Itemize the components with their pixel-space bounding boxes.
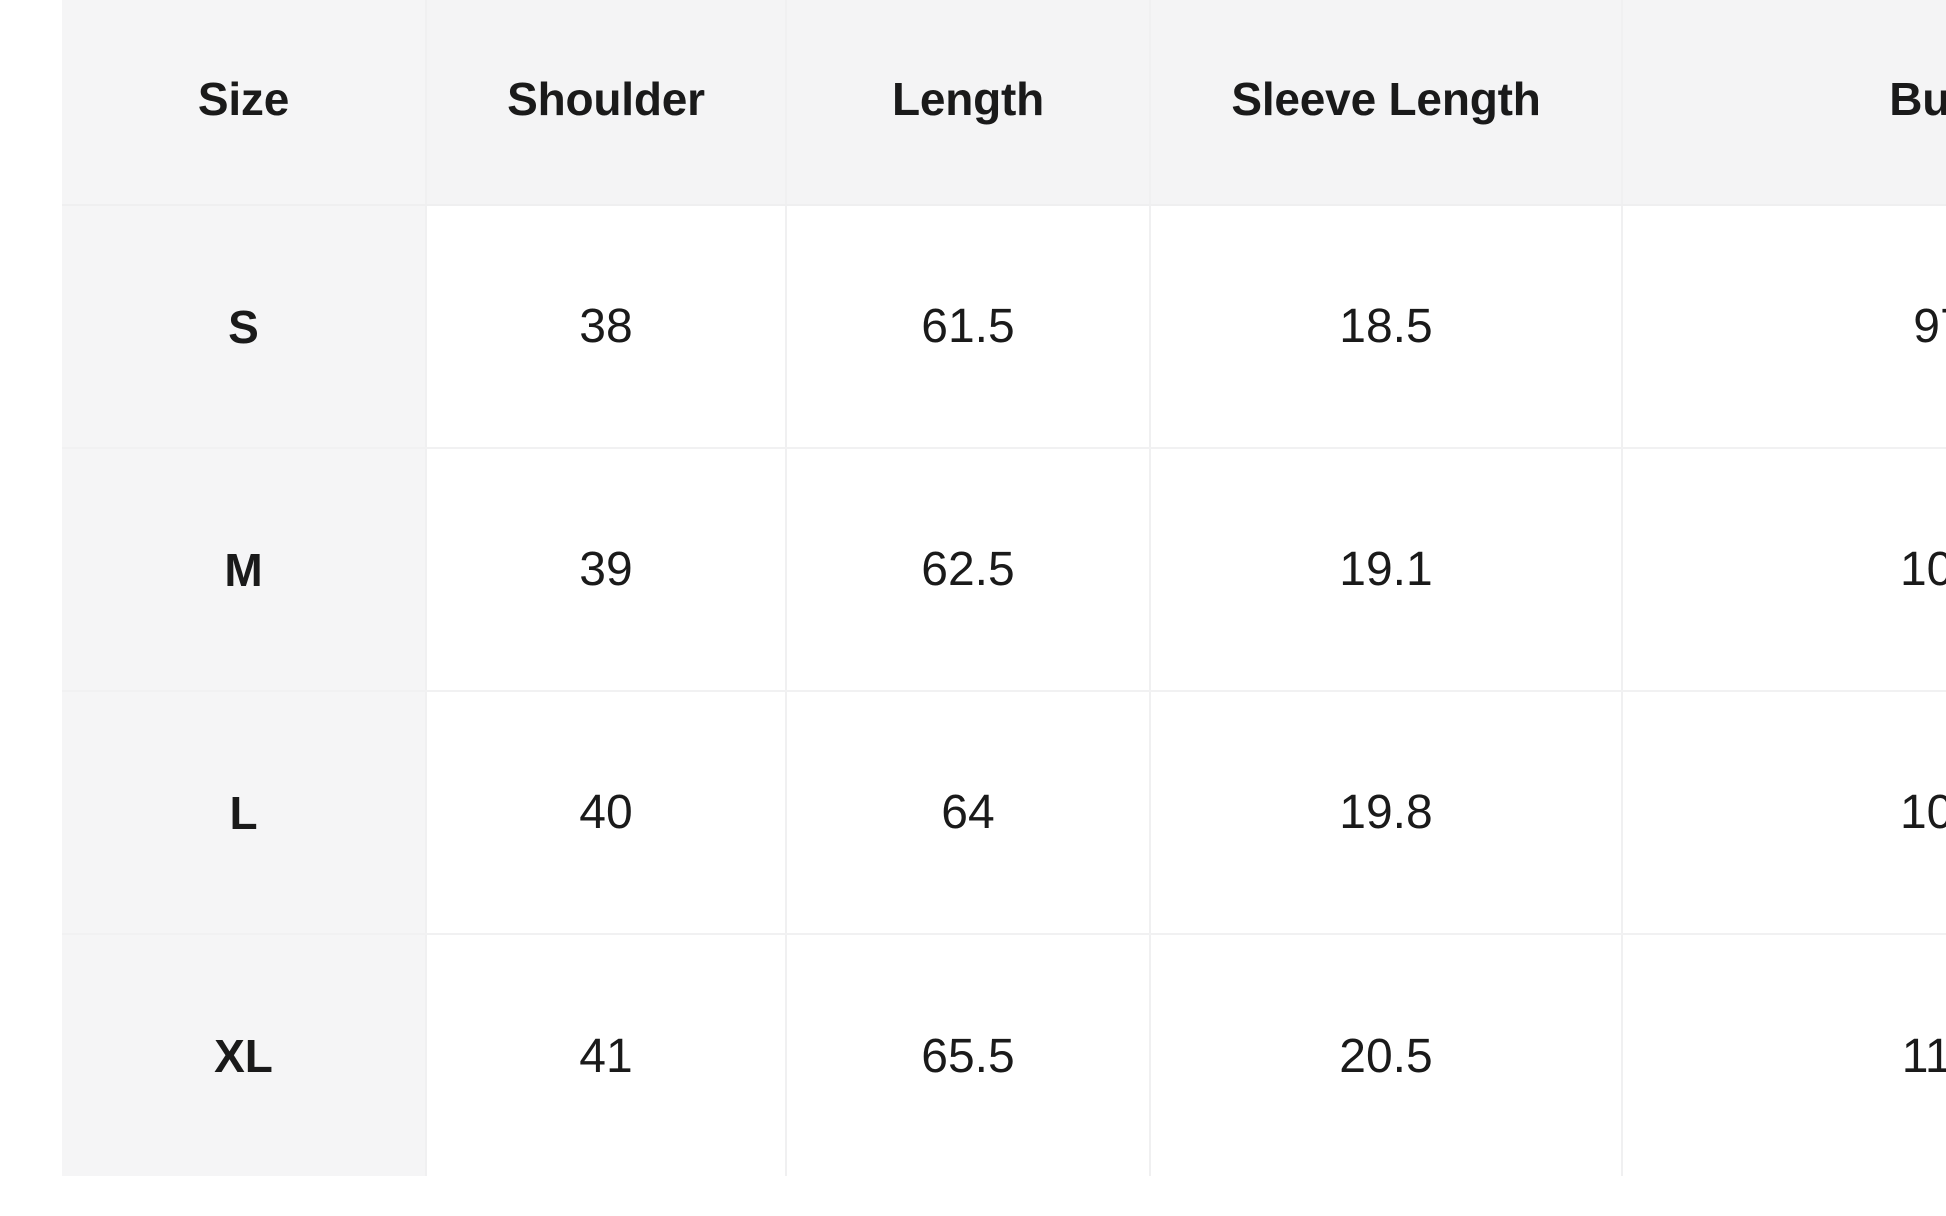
cell-size: M bbox=[62, 448, 427, 692]
cell-shoulder: 41 bbox=[426, 934, 787, 1176]
cell-sleeve-length: 19.8 bbox=[1150, 691, 1623, 935]
column-header-shoulder: Shoulder bbox=[426, 0, 787, 206]
column-header-length: Length bbox=[786, 0, 1151, 206]
header-row: Size Shoulder Length Sleeve Length Bust bbox=[62, 0, 1946, 206]
cell-shoulder: 40 bbox=[426, 691, 787, 935]
size-chart-scroll-container[interactable]: Size Shoulder Length Sleeve Length Bust … bbox=[62, 0, 1946, 1176]
size-chart-table: Size Shoulder Length Sleeve Length Bust … bbox=[62, 0, 1946, 1176]
cell-length: 65.5 bbox=[786, 934, 1151, 1176]
cell-size: L bbox=[62, 691, 427, 935]
column-header-bust: Bust bbox=[1622, 0, 1946, 206]
cell-shoulder: 38 bbox=[426, 205, 787, 449]
column-header-size: Size bbox=[62, 0, 427, 206]
cell-shoulder: 39 bbox=[426, 448, 787, 692]
table-row: S 38 61.5 18.5 97 bbox=[62, 205, 1946, 449]
table-row: XL 41 65.5 20.5 113 bbox=[62, 934, 1946, 1176]
cell-size: S bbox=[62, 205, 427, 449]
cell-sleeve-length: 18.5 bbox=[1150, 205, 1623, 449]
cell-sleeve-length: 19.1 bbox=[1150, 448, 1623, 692]
size-chart-body: S 38 61.5 18.5 97 M 39 62.5 19.1 101 L 4… bbox=[62, 205, 1946, 1176]
table-row: L 40 64 19.8 107 bbox=[62, 691, 1946, 935]
cell-length: 64 bbox=[786, 691, 1151, 935]
column-header-sleeve-length: Sleeve Length bbox=[1150, 0, 1623, 206]
cell-length: 62.5 bbox=[786, 448, 1151, 692]
table-row: M 39 62.5 19.1 101 bbox=[62, 448, 1946, 692]
cell-size: XL bbox=[62, 934, 427, 1176]
cell-bust: 107 bbox=[1622, 691, 1946, 935]
size-chart-header: Size Shoulder Length Sleeve Length Bust bbox=[62, 0, 1946, 206]
cell-bust: 97 bbox=[1622, 205, 1946, 449]
cell-sleeve-length: 20.5 bbox=[1150, 934, 1623, 1176]
cell-bust: 113 bbox=[1622, 934, 1946, 1176]
cell-length: 61.5 bbox=[786, 205, 1151, 449]
cell-bust: 101 bbox=[1622, 448, 1946, 692]
